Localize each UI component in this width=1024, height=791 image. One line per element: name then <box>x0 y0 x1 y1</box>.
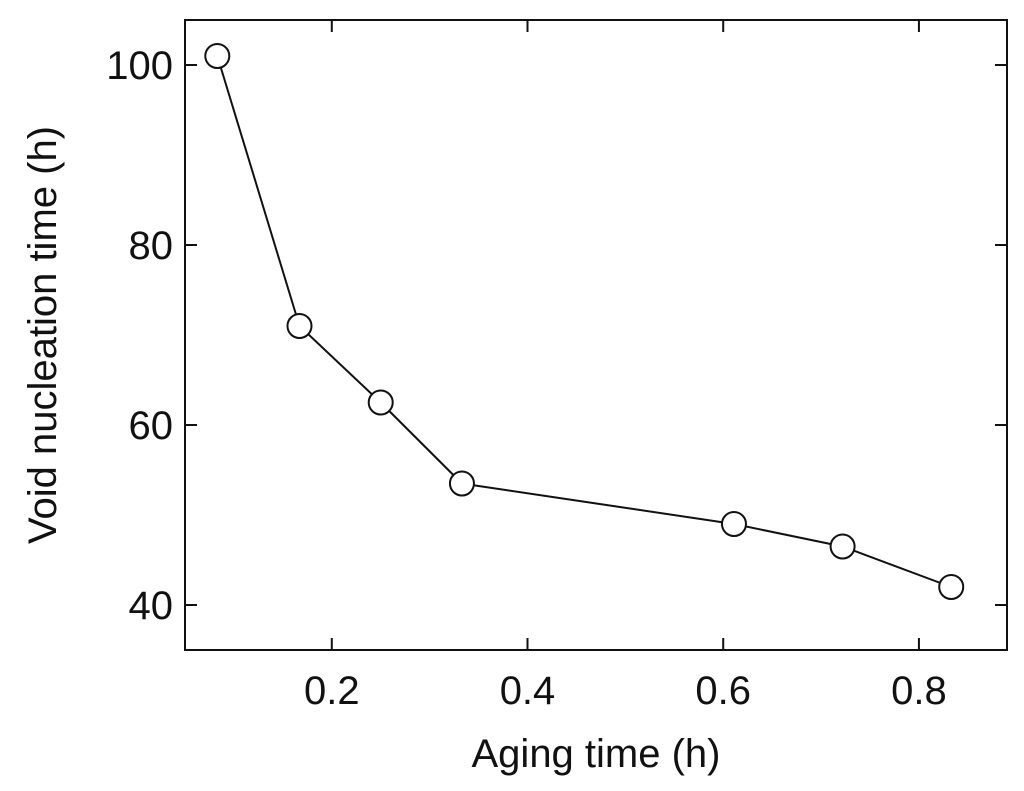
data-point-marker <box>367 389 394 416</box>
data-point-marker <box>204 43 231 69</box>
data-point-marker <box>286 313 313 339</box>
data-point-marker <box>938 574 965 600</box>
x-tick-label: 0.4 <box>500 669 556 713</box>
data-point-marker <box>829 533 856 560</box>
y-tick-label: 100 <box>106 44 173 88</box>
y-tick-label: 60 <box>129 404 174 448</box>
y-tick-label: 80 <box>129 224 174 268</box>
data-point-marker <box>720 511 747 537</box>
x-tick-label: 0.2 <box>304 669 360 713</box>
y-tick-label: 40 <box>129 584 174 628</box>
data-point-marker <box>448 470 475 497</box>
x-axis-title: Aging time (h) <box>472 732 721 776</box>
x-tick-label: 0.8 <box>891 669 947 713</box>
ticks-layer: 0.2 0.4 0.6 0.8 40 60 80 100 <box>106 20 1007 713</box>
series-line <box>216 55 952 588</box>
plot-area-frame <box>184 19 1008 651</box>
x-tick-label: 0.6 <box>695 669 751 713</box>
series-layer <box>204 43 965 600</box>
y-axis-title: Void nucleation time (h) <box>21 126 65 544</box>
